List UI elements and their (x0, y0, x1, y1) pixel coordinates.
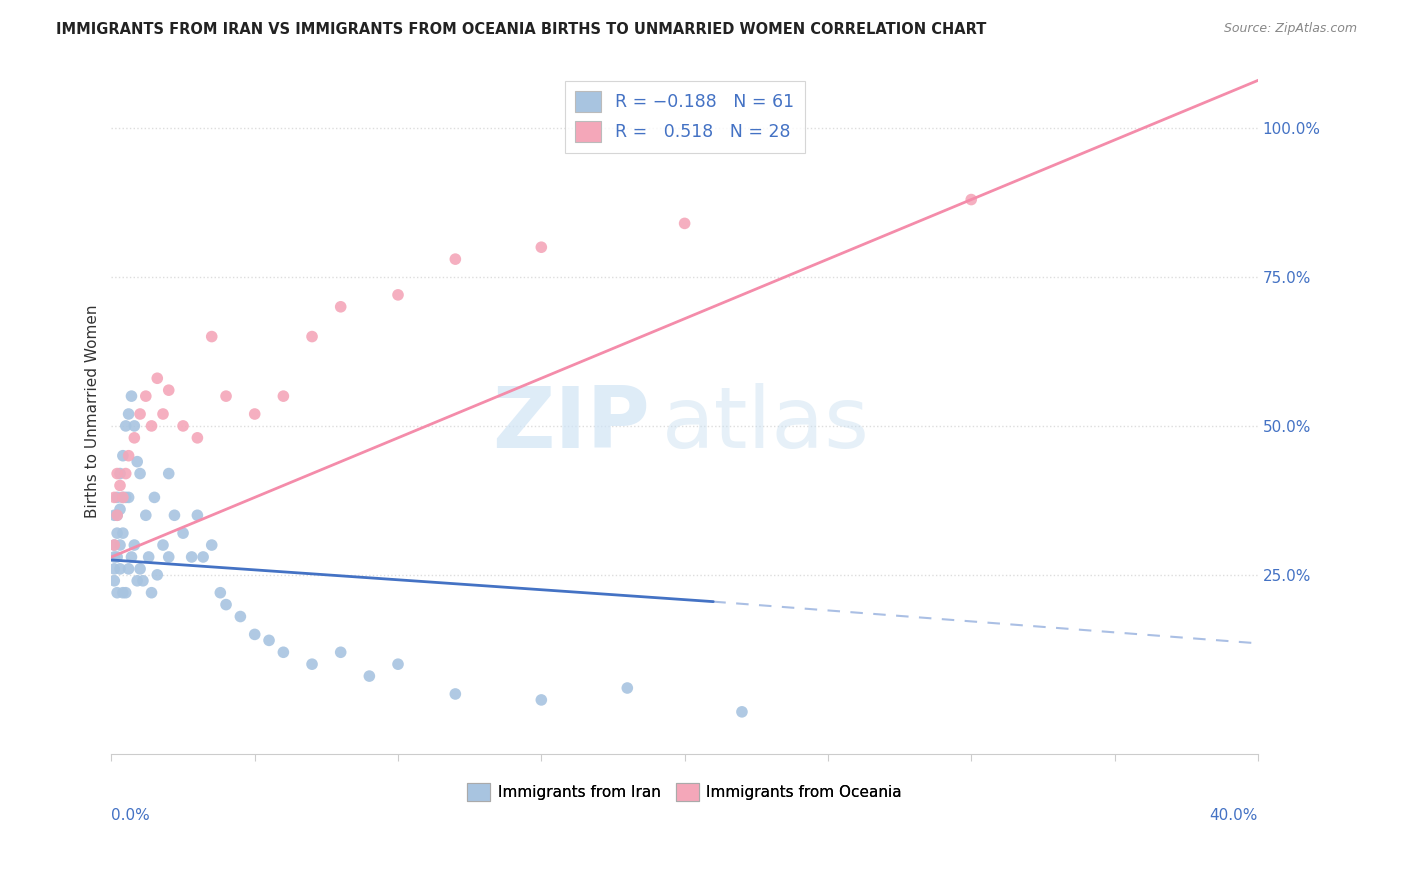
Point (114, 491, 136, 505)
Legend: R = −0.188   N = 61, R =   0.518   N = 28: R = −0.188 N = 61, R = 0.518 N = 28 (565, 80, 804, 153)
Point (108, 562, 131, 576)
Point (186, 508, 208, 523)
Point (143, 491, 166, 505)
Point (132, 574, 155, 588)
Text: 40.0%: 40.0% (1209, 808, 1258, 823)
Point (616, 681, 638, 695)
Point (301, 657, 323, 672)
Point (152, 538, 174, 552)
Point (960, 193, 983, 207)
Point (127, 574, 149, 588)
Point (387, 657, 409, 672)
Point (135, 389, 157, 403)
Point (141, 585, 163, 599)
Point (146, 371, 169, 385)
Point (111, 491, 134, 505)
Text: 0.0%: 0.0% (111, 808, 150, 823)
Point (359, 669, 381, 683)
Point (103, 508, 125, 523)
Point (157, 467, 180, 481)
Point (111, 526, 134, 541)
Point (163, 508, 186, 523)
Point (731, 705, 754, 719)
Point (108, 538, 131, 552)
Point (103, 538, 125, 552)
Point (146, 567, 169, 582)
Text: IMMIGRANTS FROM IRAN VS IMMIGRANTS FROM OCEANIA BIRTHS TO UNMARRIED WOMEN CORREL: IMMIGRANTS FROM IRAN VS IMMIGRANTS FROM … (56, 22, 987, 37)
Point (329, 645, 352, 659)
Point (103, 562, 125, 576)
Point (172, 418, 194, 433)
Point (530, 693, 553, 707)
Point (117, 449, 139, 463)
Y-axis label: Births to Unmarried Women: Births to Unmarried Women (86, 304, 100, 517)
Text: Source: ZipAtlas.com: Source: ZipAtlas.com (1223, 22, 1357, 36)
Point (301, 329, 323, 343)
Point (135, 508, 157, 523)
Point (444, 252, 467, 267)
Point (111, 585, 134, 599)
Point (114, 418, 136, 433)
Point (124, 431, 146, 445)
Point (108, 467, 131, 481)
Text: atlas: atlas (662, 384, 870, 467)
Point (387, 288, 409, 302)
Point (121, 389, 143, 403)
Point (105, 526, 128, 541)
Point (117, 562, 139, 576)
Point (129, 562, 152, 576)
Point (229, 609, 252, 624)
Point (530, 240, 553, 254)
Point (111, 491, 134, 505)
Point (172, 526, 194, 541)
Point (103, 538, 125, 552)
Point (105, 491, 128, 505)
Point (121, 549, 143, 564)
Point (215, 598, 238, 612)
Point (243, 627, 266, 641)
Point (180, 549, 202, 564)
Point (114, 585, 136, 599)
Point (273, 645, 295, 659)
Point (124, 418, 146, 433)
Point (152, 407, 174, 421)
Point (127, 455, 149, 469)
Point (186, 431, 208, 445)
Point (201, 538, 224, 552)
Text: ZIP: ZIP (492, 384, 650, 467)
Point (273, 389, 295, 403)
Point (243, 407, 266, 421)
Point (105, 508, 128, 523)
Point (444, 687, 467, 701)
Point (117, 491, 139, 505)
Point (129, 407, 152, 421)
Point (108, 502, 131, 516)
Point (114, 467, 136, 481)
Point (105, 508, 128, 523)
Point (103, 491, 125, 505)
Point (673, 216, 696, 230)
Point (141, 418, 163, 433)
Point (201, 329, 224, 343)
Point (157, 549, 180, 564)
Point (111, 449, 134, 463)
Point (129, 467, 152, 481)
Point (103, 574, 125, 588)
Point (124, 538, 146, 552)
Point (105, 467, 128, 481)
Point (215, 389, 238, 403)
Point (209, 585, 232, 599)
Point (191, 549, 214, 564)
Point (108, 478, 131, 492)
Point (257, 633, 280, 648)
Point (105, 585, 128, 599)
Point (103, 549, 125, 564)
Point (138, 549, 160, 564)
Point (105, 549, 128, 564)
Point (329, 300, 352, 314)
Point (157, 383, 180, 397)
Point (117, 407, 139, 421)
